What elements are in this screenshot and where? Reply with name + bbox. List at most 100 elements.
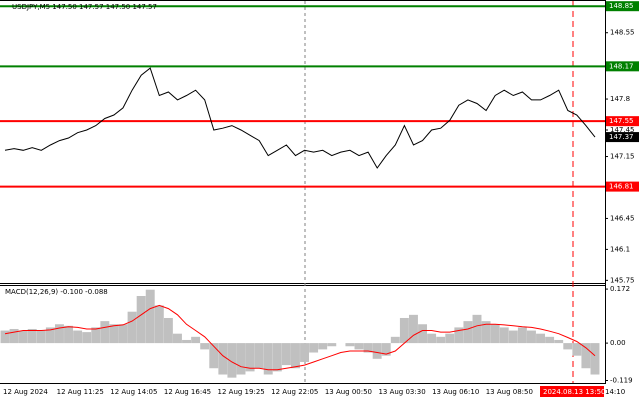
histogram-bar (472, 314, 482, 344)
histogram-bar (172, 333, 182, 344)
histogram-bar (390, 336, 400, 344)
x-tick-label: 12 Aug 2024 (3, 388, 48, 396)
x-tick-label: 12 Aug 11:25 (57, 388, 104, 396)
histogram-bar (91, 327, 101, 344)
histogram-bar (218, 343, 228, 375)
histogram-bar (45, 327, 55, 344)
histogram-bar (9, 328, 19, 344)
histogram-bar (454, 327, 464, 344)
histogram-bar (209, 343, 219, 369)
histogram-bar (327, 343, 337, 347)
histogram-bar (418, 324, 428, 344)
level-label: 148.85 (609, 2, 634, 10)
histogram-bar (82, 332, 92, 344)
y-tick-label: 147.15 (610, 153, 635, 161)
histogram-bar (109, 324, 119, 344)
histogram-bar (517, 327, 527, 344)
price-label-box (606, 132, 639, 143)
x-tick-label: 13 Aug 08:50 (486, 388, 533, 396)
histogram-bar (73, 330, 83, 344)
histogram-bar (554, 339, 564, 344)
y-tick-label: 146.1 (610, 245, 630, 253)
histogram-bar (445, 333, 455, 344)
level-label: 147.55 (609, 117, 634, 125)
histogram-bar (354, 343, 364, 350)
histogram-bar (145, 289, 155, 344)
histogram-bar (54, 324, 64, 344)
histogram-bar (363, 343, 373, 353)
histogram-bar (427, 333, 437, 344)
histogram-bar (563, 343, 573, 350)
histogram-bar (127, 311, 137, 344)
histogram-bar (309, 343, 319, 353)
signal-line (4, 304, 596, 371)
histogram-bar (64, 325, 74, 344)
histogram-bar (590, 343, 600, 375)
x-tick-label: 12 Aug 14:05 (110, 388, 157, 396)
x-tick-label: 13 Aug 03:30 (378, 388, 425, 396)
level-label: 148.17 (609, 62, 634, 70)
level-label-box (606, 61, 639, 72)
level-label-box (606, 181, 639, 192)
x-tick-label: 12 Aug 22:05 (271, 388, 318, 396)
x-tick-label: 12 Aug 16:45 (164, 388, 211, 396)
y-tick-label: 0.172 (610, 285, 630, 293)
histogram-bar (245, 343, 255, 372)
histogram-bar (436, 336, 446, 344)
histogram-bar (182, 339, 192, 344)
histogram-bar (118, 324, 128, 344)
histogram-bar (18, 330, 28, 344)
histogram-bar (318, 343, 328, 350)
histogram-bar (490, 324, 500, 344)
histogram-bar (290, 343, 300, 369)
x-tick-label: 13 Aug 00:50 (325, 388, 372, 396)
x-tick-label: 12 Aug 19:25 (218, 388, 265, 396)
histogram-bar (536, 333, 546, 344)
chart-title: USDJPY,M5 147.50 147.57 147.50 147.57 (12, 3, 157, 11)
histogram-bar (399, 317, 409, 344)
histogram-bar (545, 336, 555, 344)
histogram-bar (272, 343, 282, 372)
y-tick-label: 148.55 (610, 29, 635, 37)
histogram-bar (408, 314, 418, 344)
histogram-bar (508, 330, 518, 344)
y-tick-label: -0.119 (610, 376, 633, 384)
x-tick-label: 13 Aug 06:10 (432, 388, 479, 396)
y-tick-label: 147.8 (610, 95, 630, 103)
histogram-bar (281, 343, 291, 366)
histogram-bar (581, 343, 591, 369)
histogram-bar (191, 336, 201, 344)
crosshair-label: 2024.08.13 13:50 (543, 388, 605, 396)
histogram-bar (481, 321, 491, 344)
level-label-box (606, 1, 639, 12)
histogram-bar (372, 343, 382, 359)
histogram-bar (200, 343, 210, 350)
crosshair-label-box (540, 386, 604, 397)
histogram-bar (154, 305, 164, 344)
y-tick-label: 0.00 (610, 339, 626, 347)
histogram-bar (100, 321, 110, 344)
y-tick-label: 145.75 (610, 276, 635, 284)
histogram-bar (227, 343, 237, 378)
level-label: 146.81 (609, 183, 634, 191)
histogram-bar (263, 343, 273, 375)
histogram-bar (136, 295, 146, 344)
level-label-box (606, 116, 639, 127)
histogram-bar (381, 343, 391, 356)
y-tick-label: 146.45 (610, 214, 635, 222)
histogram-bar (236, 343, 246, 375)
price-label: 147.37 (609, 133, 634, 141)
price-line (4, 67, 596, 169)
histogram-bar (526, 330, 536, 344)
histogram-bar (163, 317, 173, 344)
histogram-bar (254, 343, 264, 369)
histogram-bar (300, 343, 310, 362)
histogram-bar (36, 330, 46, 344)
histogram-bar (499, 327, 509, 344)
y-tick-label: 147.45 (610, 126, 635, 134)
histogram-bar (27, 328, 37, 344)
indicator-title: MACD(12,26,9) -0.100 -0.088 (5, 288, 108, 296)
histogram-bar (463, 321, 473, 344)
x-tick-label: 14:10 (605, 388, 625, 396)
